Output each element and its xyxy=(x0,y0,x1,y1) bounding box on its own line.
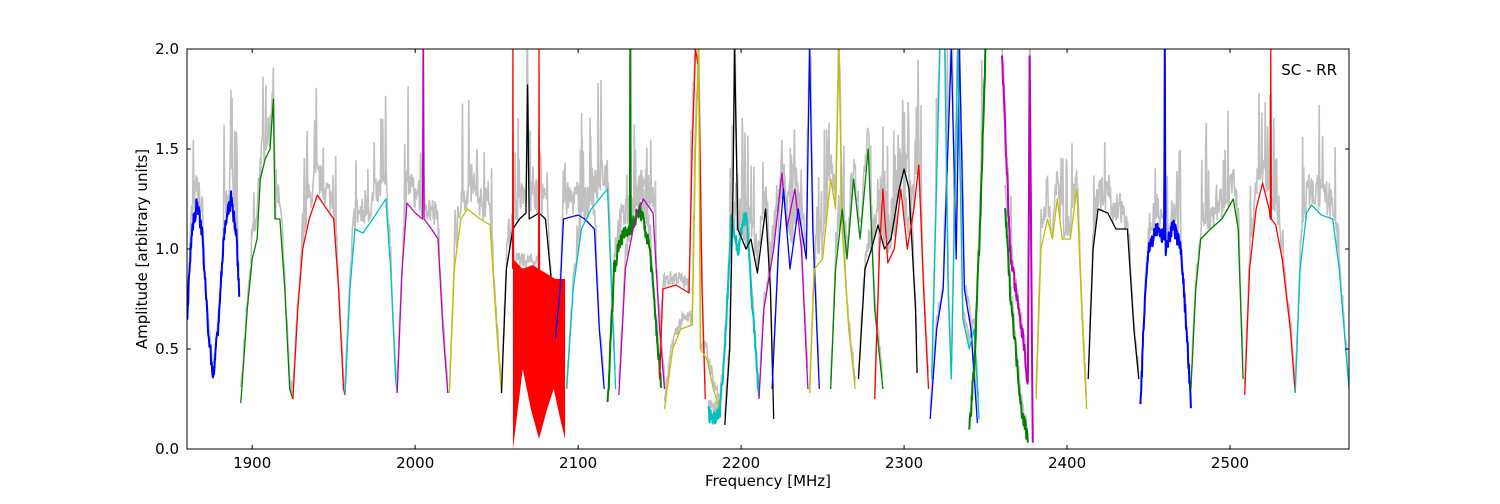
band-28-line xyxy=(1035,188,1088,410)
band-3-line xyxy=(292,194,346,400)
band-23-line xyxy=(929,49,979,424)
y-tick-label: 0.5 xyxy=(155,340,179,358)
x-axis: 1900 2000 2100 2200 2300 2400 2500 xyxy=(233,49,1249,472)
x-tick-label: 2000 xyxy=(396,454,434,472)
band-8-fill xyxy=(512,259,566,449)
grey-trace xyxy=(1035,143,1088,398)
band-14-line xyxy=(663,49,721,410)
grey-trace xyxy=(187,89,240,366)
band-2-line xyxy=(240,98,294,404)
annotation-label: SC - RR xyxy=(1281,61,1337,79)
grey-trace xyxy=(448,99,503,387)
y-axis-label: Amplitude [arbitrary units] xyxy=(133,149,151,349)
grey-trace xyxy=(554,112,605,384)
grey-trace xyxy=(565,80,616,389)
grey-trace xyxy=(292,87,346,389)
band-13-line xyxy=(658,49,706,400)
series-layer xyxy=(187,49,1349,449)
grey-trace xyxy=(1087,141,1140,373)
x-axis-label: Frequency [MHz] xyxy=(705,472,831,490)
y-tick-label: 1.5 xyxy=(155,140,179,158)
y-tick-label: 0.0 xyxy=(155,440,179,458)
x-tick-label: 2500 xyxy=(1211,454,1249,472)
band-6-line xyxy=(448,208,503,394)
x-tick-label: 2200 xyxy=(722,454,760,472)
band-20-line xyxy=(830,148,884,390)
grey-trace xyxy=(658,49,707,385)
grey-trace xyxy=(1243,92,1296,385)
band-11-line xyxy=(606,49,663,403)
grey-trace xyxy=(829,127,884,382)
band-33-line xyxy=(1294,204,1349,394)
grey-trace xyxy=(606,49,662,403)
y-axis: 0.0 0.5 1.0 1.5 2.0 xyxy=(155,40,1349,458)
band-29-line xyxy=(1087,208,1140,380)
band-4-line xyxy=(344,198,398,394)
x-tick-label: 2400 xyxy=(1048,454,1086,472)
band-5-line xyxy=(396,49,449,394)
band-15-line xyxy=(707,211,760,425)
band-1-line xyxy=(187,190,241,379)
grey-trace xyxy=(511,130,541,269)
grey-trace xyxy=(1294,104,1349,391)
grey-trace xyxy=(1190,110,1244,390)
band-12-line xyxy=(618,198,666,396)
band-32-line xyxy=(1244,49,1296,396)
band-18-line xyxy=(771,49,820,390)
grey-trace xyxy=(240,67,294,394)
band-9-line xyxy=(554,214,605,390)
band-30-line xyxy=(1139,49,1192,409)
y-tick-label: 2.0 xyxy=(155,40,179,58)
band-7-line xyxy=(500,84,553,394)
band-22-line xyxy=(874,164,930,400)
band-19-line xyxy=(808,49,856,394)
band-25-line xyxy=(968,49,987,430)
x-tick-label: 2100 xyxy=(559,454,597,472)
grey-trace xyxy=(344,95,398,389)
band-16-line xyxy=(724,49,775,426)
band-31-line xyxy=(1190,198,1244,390)
raw-spectrum-grey xyxy=(187,49,1349,436)
band-26-line xyxy=(1004,208,1029,443)
band-24-line xyxy=(931,49,980,420)
grey-trace xyxy=(857,101,918,375)
band-27-line xyxy=(1000,55,1034,443)
grey-trace xyxy=(771,49,820,377)
band-10-line xyxy=(566,188,617,390)
x-tick-label: 2300 xyxy=(885,454,923,472)
y-tick-label: 1.0 xyxy=(155,240,179,258)
band-8-line xyxy=(511,49,541,270)
x-tick-label: 1900 xyxy=(233,454,271,472)
